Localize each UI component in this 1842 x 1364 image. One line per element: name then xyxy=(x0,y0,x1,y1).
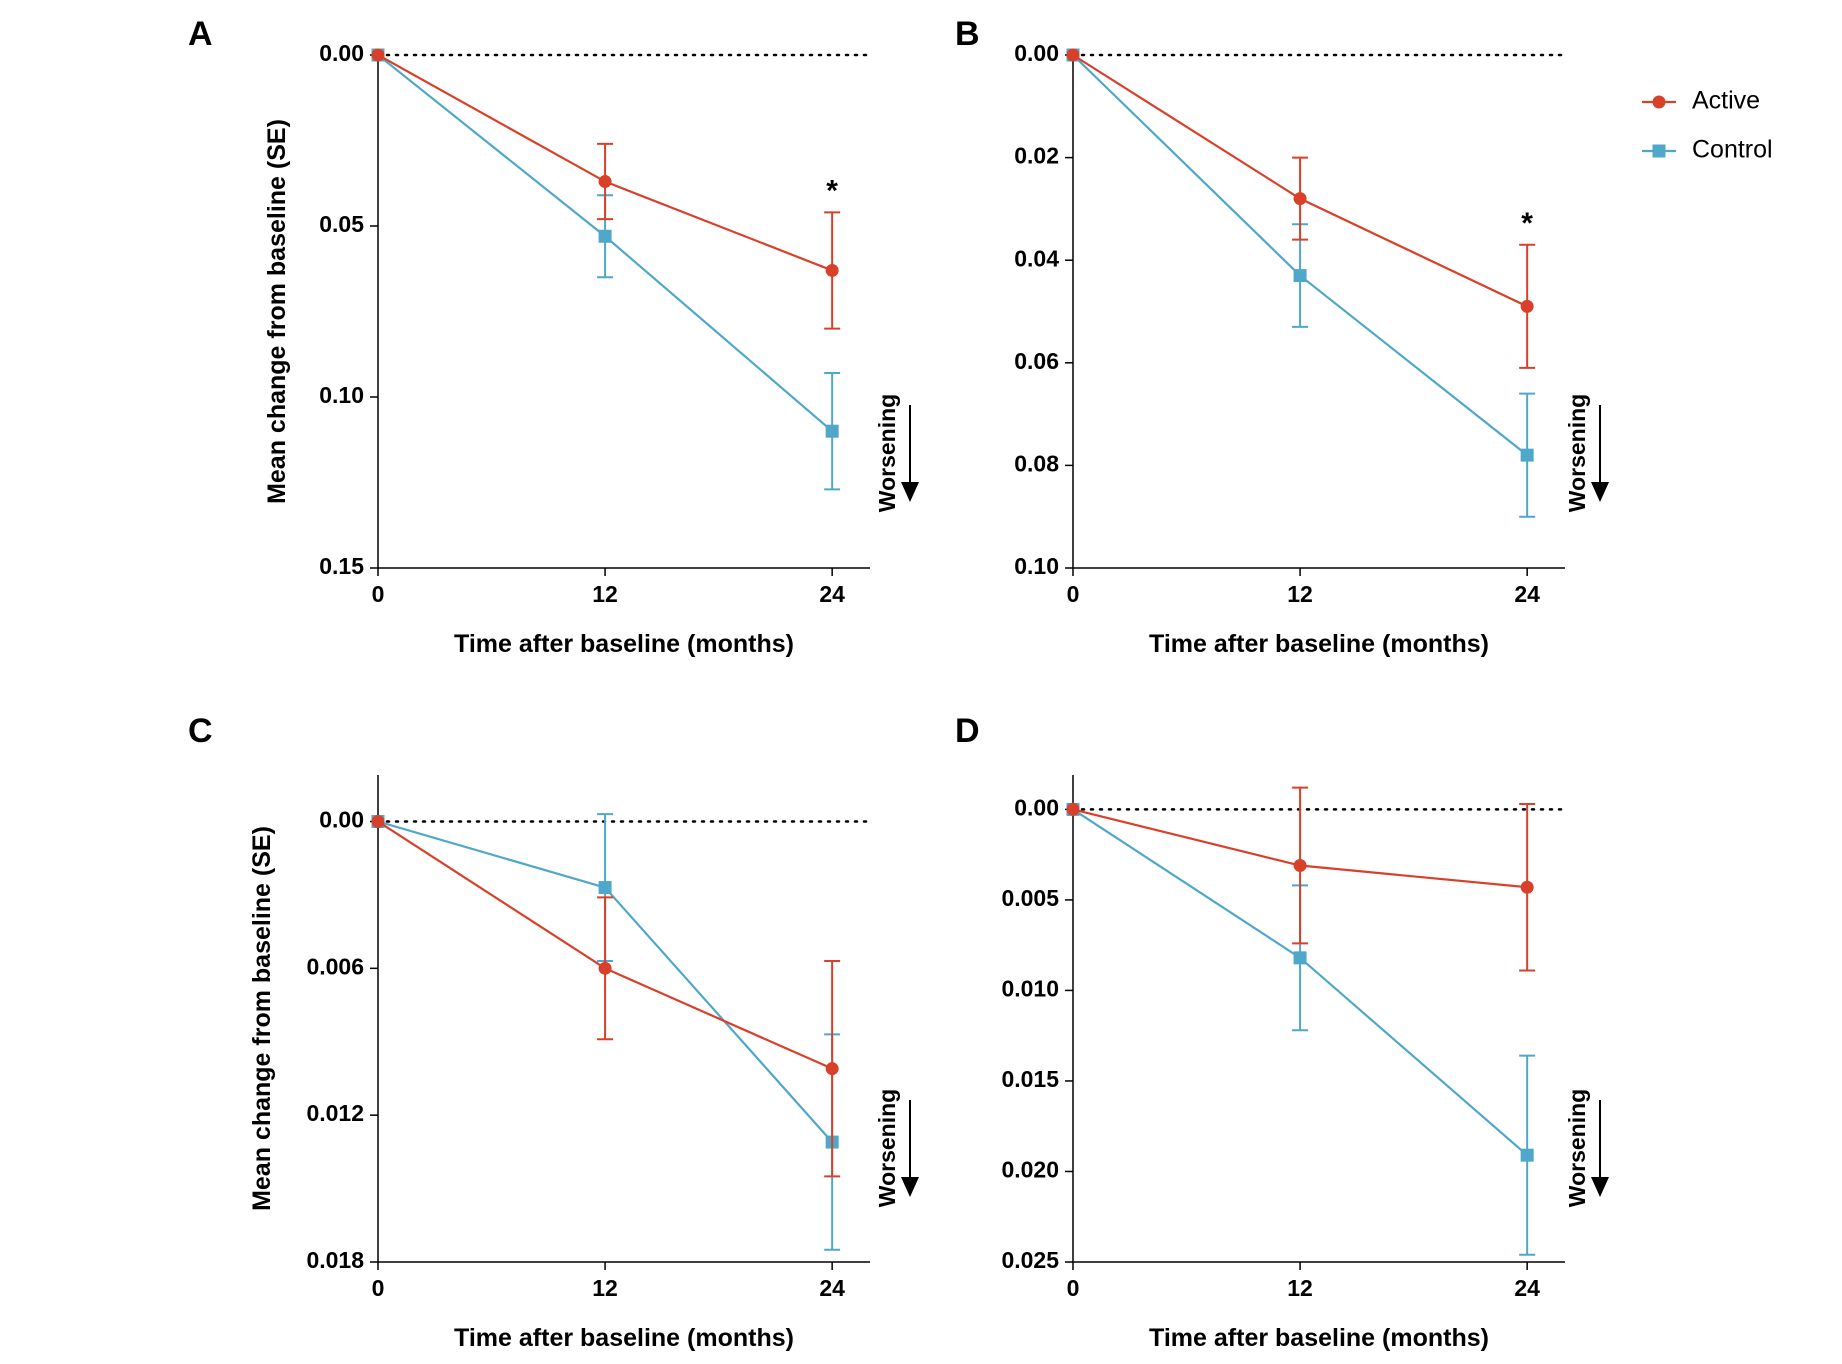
data-point xyxy=(1520,299,1534,313)
x-tick-label: 0 xyxy=(372,581,385,607)
data-point xyxy=(598,881,612,895)
data-point xyxy=(598,175,612,189)
data-point xyxy=(598,229,612,243)
x-tick-label: 0 xyxy=(372,1275,385,1301)
x-tick-label: 12 xyxy=(592,581,618,607)
significance-marker: * xyxy=(1521,207,1533,240)
worsening-arrow-head xyxy=(1591,482,1609,502)
series-active xyxy=(1066,48,1536,369)
series-active xyxy=(1066,786,1536,972)
x-axis-title: Time after baseline (months) xyxy=(454,1324,794,1352)
worsening-arrow-head xyxy=(901,1177,919,1197)
y-tick-label: 0.06 xyxy=(1014,348,1059,374)
series-control xyxy=(1066,48,1536,518)
worsening-label: Worsening xyxy=(874,394,900,512)
series-active xyxy=(371,814,841,1178)
data-point xyxy=(1520,880,1534,894)
y-tick-label: 0.00 xyxy=(319,807,364,833)
chart-panel-d: D 0.00 0.005 0.010 0.015 0.020 0.025 0 12 24 Time … xyxy=(955,712,1609,1352)
x-axis-title: Time after baseline (months) xyxy=(1149,1324,1489,1352)
y-tick-label: 0.08 xyxy=(1014,450,1059,476)
series-control xyxy=(371,48,841,491)
data-point xyxy=(825,1062,839,1076)
worsening-label: Worsening xyxy=(1564,394,1590,512)
panel-label: B xyxy=(955,15,980,53)
worsening-label: Worsening xyxy=(1564,1089,1590,1207)
worsening-arrow-head xyxy=(901,482,919,502)
data-point xyxy=(1066,48,1080,62)
x-axis-title: Time after baseline (months) xyxy=(1149,630,1489,658)
data-point xyxy=(1293,859,1307,873)
x-tick-label: 24 xyxy=(1514,1275,1540,1301)
y-tick-label: 0.025 xyxy=(1001,1247,1059,1273)
chart-panel-c: C 0.00 0.006 0.012 0.018 0 12 24 Time after base… xyxy=(188,712,919,1352)
y-tick-label: 0.00 xyxy=(1014,40,1059,66)
y-tick-label: 0.10 xyxy=(1014,553,1059,579)
y-tick-label: 0.010 xyxy=(1001,976,1059,1002)
x-tick-label: 12 xyxy=(592,1275,618,1301)
y-tick-label: 0.02 xyxy=(1014,143,1059,169)
x-tick-label: 24 xyxy=(1514,581,1540,607)
y-axis-title: Mean change from baseline (SE) xyxy=(263,119,291,504)
panel-label: C xyxy=(188,712,213,750)
x-tick-label: 24 xyxy=(819,581,845,607)
y-tick-label: 0.005 xyxy=(1001,885,1059,911)
x-tick-label: 0 xyxy=(1067,581,1080,607)
y-tick-label: 0.006 xyxy=(306,953,364,979)
x-tick-label: 0 xyxy=(1067,1275,1080,1301)
data-point xyxy=(825,424,839,438)
data-point xyxy=(1293,951,1307,965)
legend: Active Control xyxy=(1642,87,1773,164)
y-tick-label: 0.018 xyxy=(306,1247,364,1273)
chart-panel-a: A 0.00 0.05 0.10 0.15 0 12 24 Time after baselin… xyxy=(188,15,919,658)
y-tick-label: 0.00 xyxy=(319,40,364,66)
data-point xyxy=(1520,1148,1534,1162)
data-point xyxy=(371,48,385,62)
legend-label: Control xyxy=(1692,136,1773,164)
data-point xyxy=(825,263,839,277)
data-point xyxy=(1520,448,1534,462)
y-tick-label: 0.15 xyxy=(319,553,364,579)
significance-marker: * xyxy=(826,174,838,207)
y-tick-label: 0.012 xyxy=(306,1100,364,1126)
y-axis-title: Mean change from baseline (SE) xyxy=(248,826,276,1211)
x-tick-label: 24 xyxy=(819,1275,845,1301)
panel-label: D xyxy=(955,712,980,750)
series-active xyxy=(371,48,841,330)
x-tick-label: 12 xyxy=(1287,1275,1313,1301)
legend-marker-circle xyxy=(1652,95,1666,109)
y-tick-label: 0.10 xyxy=(319,382,364,408)
data-point xyxy=(1293,269,1307,283)
panel-label: A xyxy=(188,15,213,53)
y-tick-label: 0.00 xyxy=(1014,794,1059,820)
data-point xyxy=(1066,802,1080,816)
x-axis-title: Time after baseline (months) xyxy=(454,630,794,658)
legend-marker-square xyxy=(1652,144,1666,158)
legend-label: Active xyxy=(1692,87,1760,115)
worsening-label: Worsening xyxy=(874,1089,900,1207)
data-point xyxy=(1293,192,1307,206)
chart-panel-b: B 0.00 0.02 0.04 0.06 0.08 0.10 0 12 24 Time after… xyxy=(955,15,1609,658)
x-tick-label: 12 xyxy=(1287,581,1313,607)
y-tick-label: 0.020 xyxy=(1001,1157,1059,1183)
data-point xyxy=(371,814,385,828)
y-tick-label: 0.015 xyxy=(1001,1066,1059,1092)
y-tick-label: 0.04 xyxy=(1014,245,1059,271)
y-tick-label: 0.05 xyxy=(319,211,364,237)
data-point xyxy=(598,961,612,975)
worsening-arrow-head xyxy=(1591,1177,1609,1197)
